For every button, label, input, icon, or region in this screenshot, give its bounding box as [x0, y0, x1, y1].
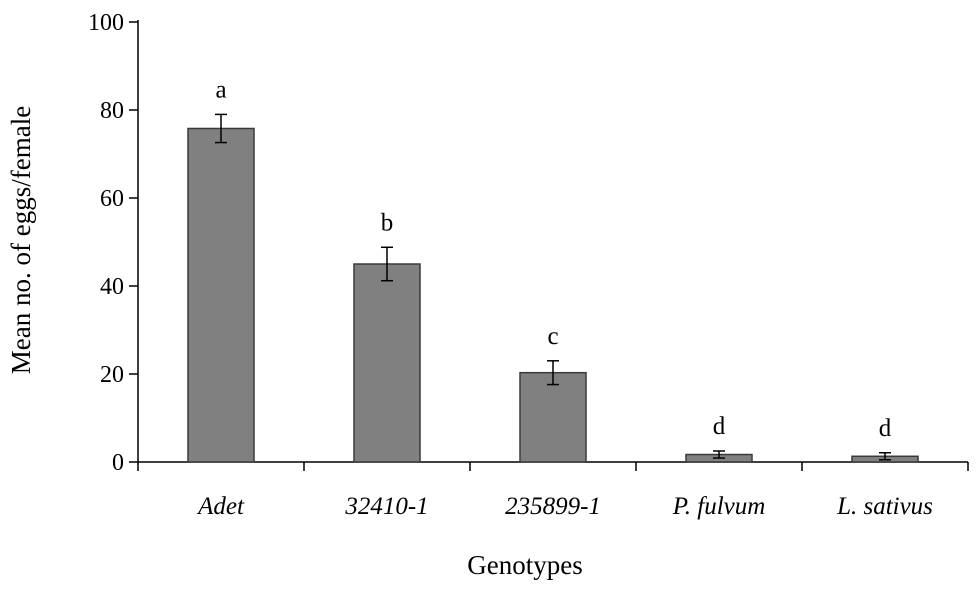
category-label: 235899-1 [505, 493, 601, 520]
significance-letter: d [713, 413, 726, 440]
bar [519, 371, 587, 463]
category-label: 32410-1 [344, 493, 428, 520]
significance-letter: b [381, 209, 394, 236]
significance-letters: a b c d d [215, 76, 891, 441]
y-axis-title: Mean no. of eggs/female [6, 106, 36, 374]
bar [353, 263, 421, 463]
x-axis-title: Genotypes [467, 550, 582, 580]
significance-letter: d [879, 415, 892, 442]
category-labels: Adet 32410-1 235899-1 P. fulvum L. sativus [196, 493, 933, 520]
y-tick-label: 0 [112, 450, 124, 476]
category-label: P. fulvum [672, 493, 766, 520]
y-tick-label: 80 [100, 98, 124, 124]
y-tick-label: 40 [100, 274, 124, 300]
x-axis [137, 461, 969, 471]
error-bars [215, 113, 891, 461]
significance-letter: a [215, 76, 226, 103]
bars [187, 127, 919, 463]
y-tick-label: 100 [88, 10, 124, 36]
y-tick-label: 20 [100, 362, 124, 388]
bar [187, 127, 255, 463]
category-label: Adet [196, 493, 245, 520]
y-axis: 0 20 40 60 80 100 [88, 10, 139, 476]
category-label: L. sativus [836, 493, 933, 520]
significance-letter: c [547, 323, 558, 350]
y-tick-label: 60 [100, 186, 124, 212]
